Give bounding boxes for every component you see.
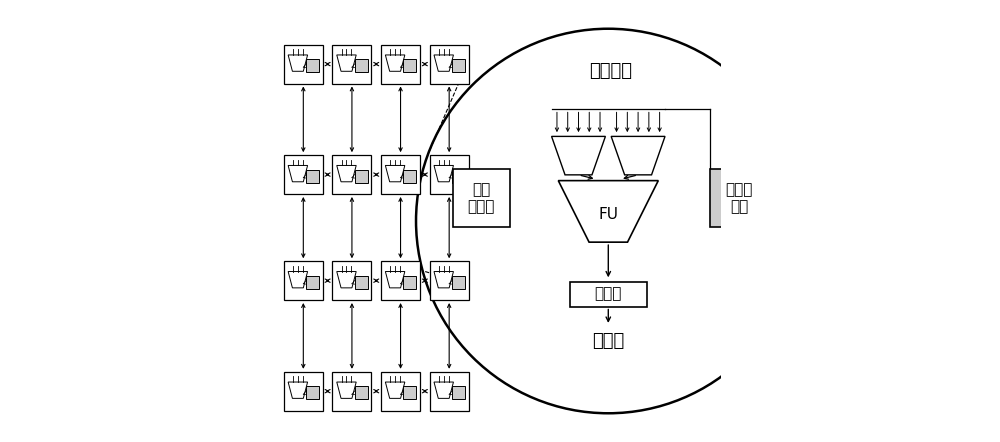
Polygon shape bbox=[288, 382, 308, 398]
Bar bbox=[403, 386, 416, 399]
Text: 来自邻居: 来自邻居 bbox=[589, 62, 632, 80]
Polygon shape bbox=[558, 181, 658, 242]
Text: 寄存器
文件: 寄存器 文件 bbox=[725, 182, 753, 214]
Bar bbox=[355, 276, 368, 289]
Bar bbox=[430, 261, 469, 300]
Bar bbox=[570, 282, 647, 307]
Bar bbox=[430, 155, 469, 194]
Bar bbox=[403, 276, 416, 289]
Bar bbox=[381, 372, 420, 411]
Bar bbox=[332, 45, 371, 84]
Bar bbox=[381, 261, 420, 300]
Polygon shape bbox=[385, 55, 405, 71]
Polygon shape bbox=[337, 382, 356, 398]
Polygon shape bbox=[434, 271, 453, 288]
Polygon shape bbox=[434, 382, 453, 398]
Bar bbox=[355, 170, 368, 183]
Polygon shape bbox=[288, 165, 308, 182]
Bar bbox=[430, 372, 469, 411]
Polygon shape bbox=[288, 55, 308, 71]
Polygon shape bbox=[337, 55, 356, 71]
Text: FU: FU bbox=[598, 207, 618, 222]
Bar bbox=[403, 59, 416, 72]
Polygon shape bbox=[434, 165, 453, 182]
Bar bbox=[381, 45, 420, 84]
Bar bbox=[430, 45, 469, 84]
Polygon shape bbox=[611, 137, 665, 175]
Bar bbox=[332, 261, 371, 300]
Bar bbox=[381, 155, 420, 194]
Polygon shape bbox=[434, 55, 453, 71]
Bar bbox=[452, 59, 465, 72]
Bar bbox=[332, 372, 371, 411]
Bar bbox=[284, 45, 323, 84]
Polygon shape bbox=[385, 271, 405, 288]
Text: 配置
存储器: 配置 存储器 bbox=[468, 182, 495, 214]
Bar bbox=[710, 169, 768, 227]
Bar bbox=[306, 386, 319, 399]
Bar bbox=[306, 276, 319, 289]
Polygon shape bbox=[337, 165, 356, 182]
Polygon shape bbox=[385, 165, 405, 182]
Bar bbox=[453, 169, 510, 227]
Bar bbox=[452, 386, 465, 399]
Text: 至邻居: 至邻居 bbox=[592, 332, 624, 350]
Text: 寄存器: 寄存器 bbox=[595, 286, 622, 301]
Bar bbox=[452, 170, 465, 183]
Bar bbox=[403, 170, 416, 183]
Polygon shape bbox=[337, 271, 356, 288]
Bar bbox=[306, 170, 319, 183]
Bar bbox=[332, 155, 371, 194]
Polygon shape bbox=[288, 271, 308, 288]
Bar bbox=[355, 59, 368, 72]
Bar bbox=[452, 276, 465, 289]
Bar bbox=[284, 155, 323, 194]
Bar bbox=[355, 386, 368, 399]
Bar bbox=[284, 261, 323, 300]
Polygon shape bbox=[385, 382, 405, 398]
Bar bbox=[306, 59, 319, 72]
Bar bbox=[284, 372, 323, 411]
Polygon shape bbox=[552, 137, 605, 175]
